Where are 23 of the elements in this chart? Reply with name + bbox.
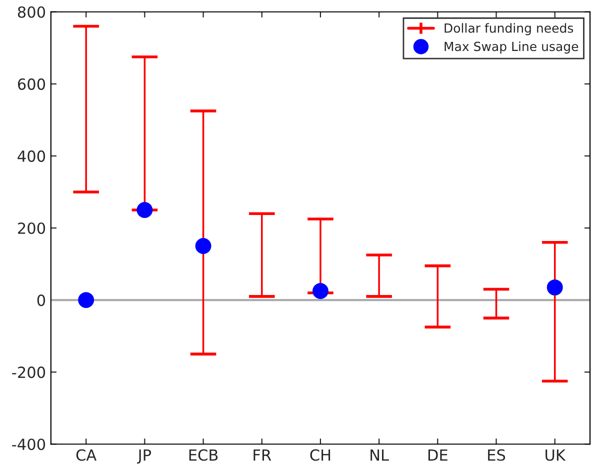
point <box>312 283 328 300</box>
y-tick-label: -200 <box>12 366 46 378</box>
y-tick-label: 0 <box>37 294 46 306</box>
x-tick-label: JP <box>137 449 152 464</box>
x-tick-label: FR <box>254 449 272 461</box>
x-tick-label: CA <box>76 449 97 461</box>
x-tick-label: UK <box>546 449 566 461</box>
point <box>195 238 212 254</box>
x-tick-label: ES <box>488 449 506 461</box>
legend-label: Dollar funding needs <box>444 23 574 36</box>
y-tick-label: -400 <box>12 438 46 450</box>
x-tick-label: CH <box>310 449 330 461</box>
x-tick-label: DE <box>428 449 448 461</box>
y-tick-label: 200 <box>18 222 46 234</box>
y-tick-label: 600 <box>18 78 46 90</box>
x-tick-label: ECB <box>189 449 218 461</box>
point <box>546 279 563 296</box>
y-tick-label: 400 <box>18 150 46 162</box>
x-tick-label: NL <box>370 449 389 461</box>
point <box>136 202 153 218</box>
point <box>78 292 94 308</box>
y-tick-label: 800 <box>18 6 46 18</box>
legend-label: Max Swap Line usage <box>444 41 578 54</box>
